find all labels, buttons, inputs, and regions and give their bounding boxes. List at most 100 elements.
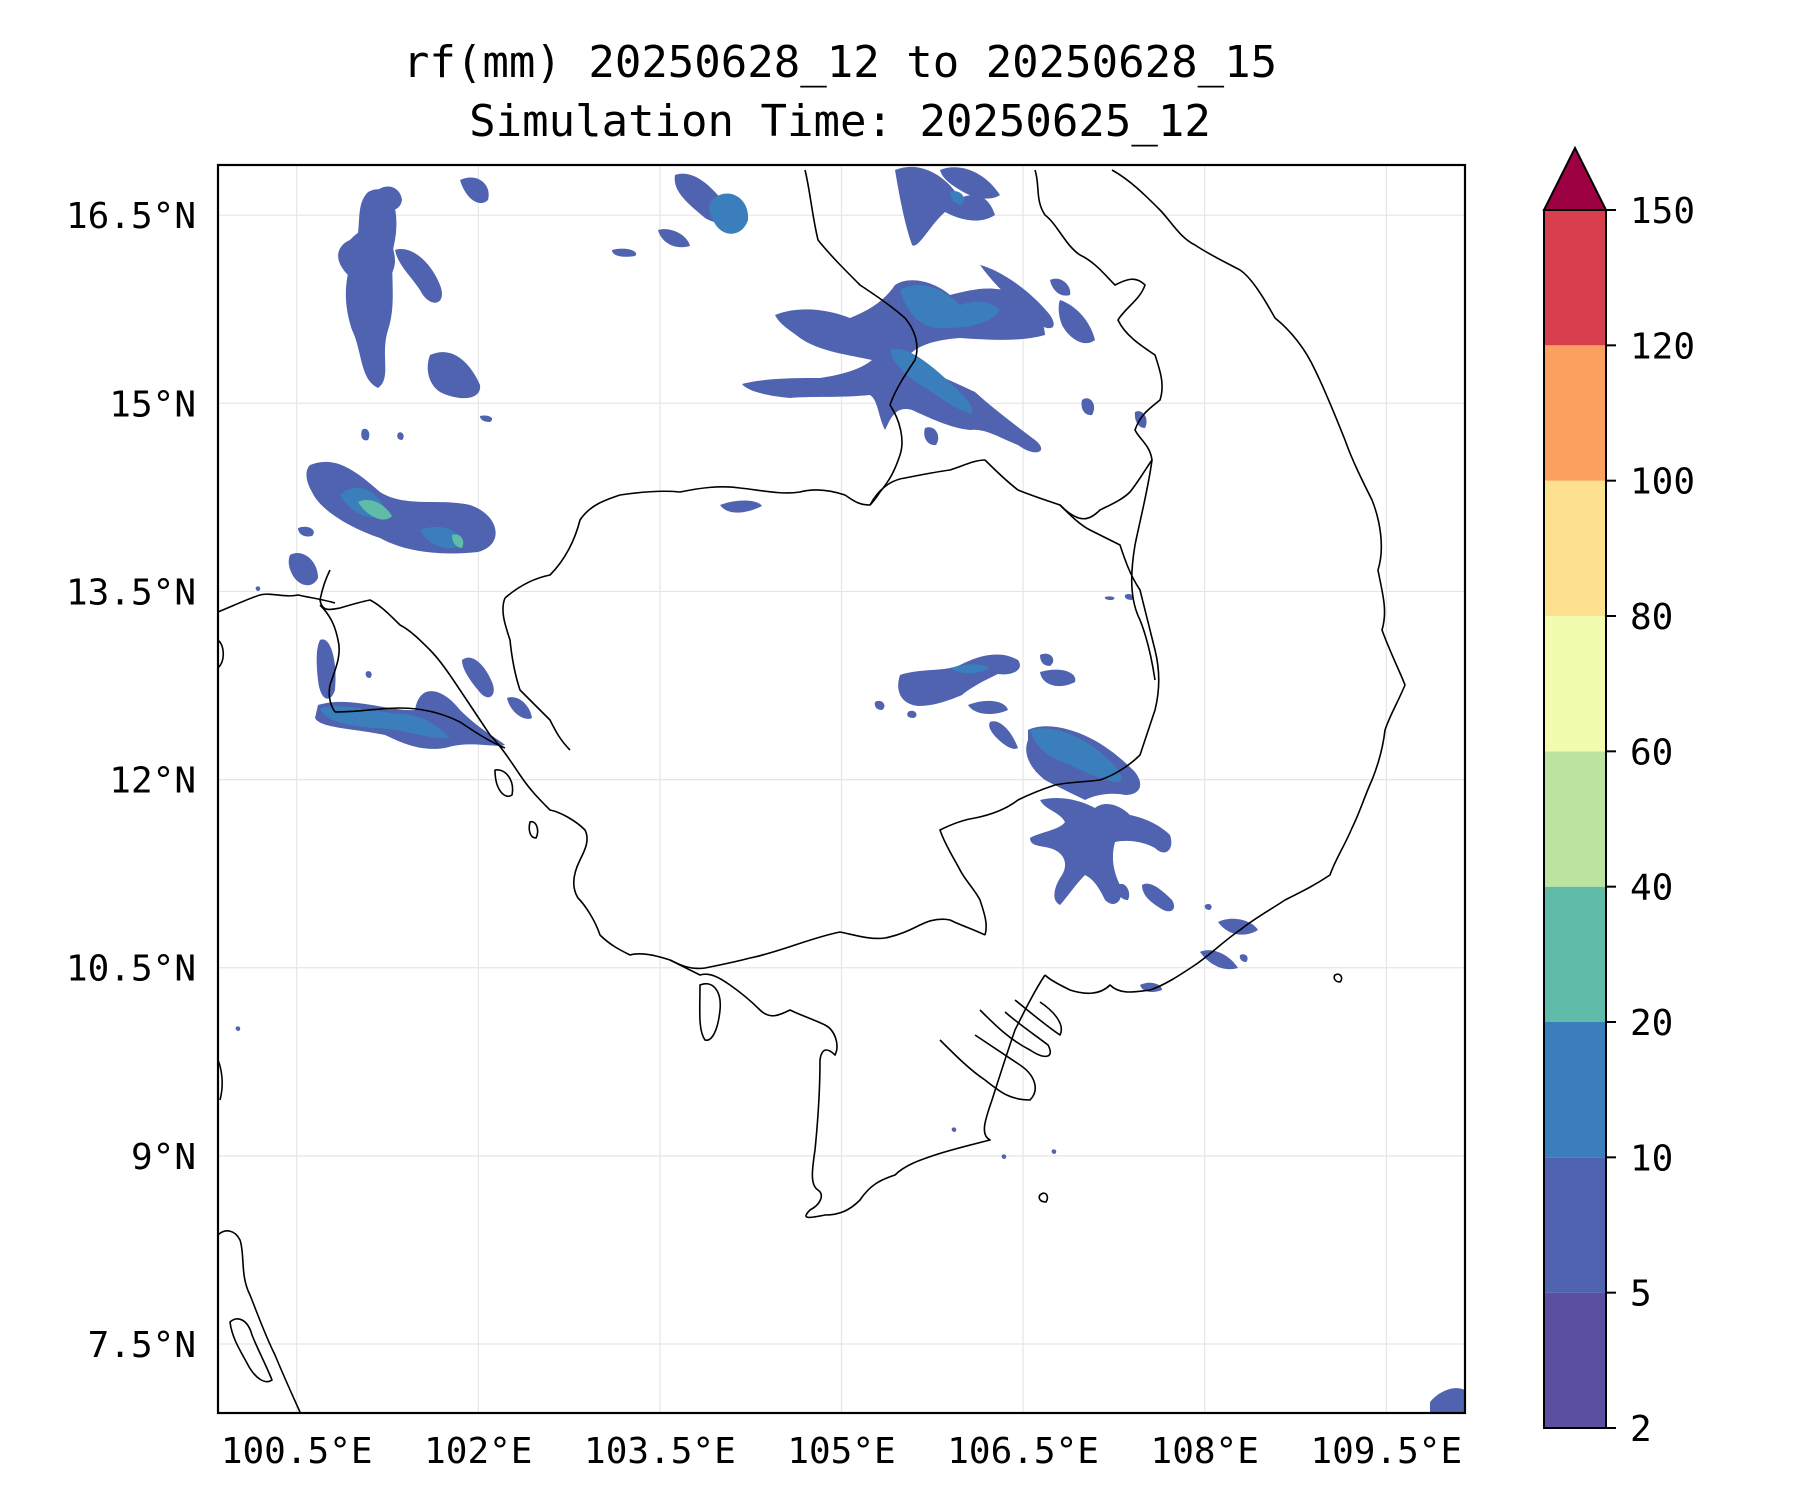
colorbar-segment	[1544, 1022, 1606, 1158]
rain-patch	[420, 526, 462, 549]
rain-patch	[1104, 596, 1115, 600]
longitude-tick-labels: 100.5°E 102°E 103.5°E 105°E 106.5°E 108°E 109.…	[221, 1431, 1462, 1472]
colorbar-segment	[1544, 1292, 1606, 1428]
rain-patch	[1040, 653, 1054, 666]
laos-vietnam-border	[1034, 169, 1163, 520]
cambodia-border-south	[669, 918, 986, 970]
rain-patch	[950, 191, 965, 205]
lon-tick-label: 109.5°E	[1310, 1431, 1462, 1472]
rain-patch	[395, 249, 442, 303]
rain-patch	[358, 499, 392, 520]
colorbar-tick-label: 40	[1630, 868, 1673, 909]
delta-channel	[979, 1009, 1052, 1058]
peninsula-coastline	[218, 1230, 301, 1413]
map-area: 100.5°E 102°E 103.5°E 105°E 106.5°E 108°E 109.…	[66, 163, 1467, 1472]
colorbar-segment	[1544, 751, 1606, 887]
colorbar: 2 5 10 20 40 60 80 100 120 150	[1542, 145, 1695, 1450]
lat-tick-label: 15°N	[109, 384, 196, 425]
rain-patch	[898, 654, 1020, 706]
rain-patch	[460, 177, 489, 204]
rain-patch	[980, 265, 1054, 329]
rain-patch	[427, 352, 481, 399]
cambodia-border-west	[502, 597, 571, 751]
lon-tick-label: 102°E	[424, 1431, 532, 1472]
thai-coastline	[218, 593, 336, 613]
rain-patch	[397, 432, 404, 440]
cambodia-border-east	[939, 459, 1160, 936]
rain-patch	[1204, 903, 1212, 910]
delta-coastline	[669, 959, 1046, 1219]
rain-patch	[924, 427, 939, 446]
rain-patch	[1050, 278, 1071, 296]
latitude-tick-labels: 7.5°N 9°N 10.5°N 12°N 13.5°N 15°N 16.5°N	[66, 196, 196, 1366]
island	[1038, 1192, 1049, 1203]
colorbar-frame	[1543, 209, 1607, 1429]
rain-patch	[709, 193, 749, 234]
island	[698, 983, 722, 1041]
colorbar-segment	[1544, 210, 1606, 346]
rain-patch	[1040, 669, 1076, 687]
rain-patch	[1058, 300, 1095, 344]
rain-patch	[452, 534, 464, 548]
rain-patch	[1140, 982, 1162, 993]
colorbar-segment	[1544, 616, 1606, 752]
title-line-1: rf(mm) 20250628_12 to 20250628_15	[403, 37, 1277, 88]
lat-tick-label: 9°N	[131, 1137, 196, 1178]
gulf-coastline	[319, 569, 331, 601]
gulf-coastline	[319, 599, 671, 961]
thailand-cambodia-border	[334, 707, 506, 749]
colorbar-tick-label: 5	[1630, 1274, 1652, 1315]
rain-patch	[1074, 811, 1087, 825]
mekong-border	[804, 169, 918, 506]
lon-tick-label: 105°E	[787, 1431, 895, 1472]
rain-patch	[361, 428, 370, 441]
rain-patch	[782, 310, 830, 325]
rain-patch	[235, 1026, 241, 1031]
gridlines	[218, 165, 1465, 1413]
lon-tick-label: 108°E	[1151, 1431, 1259, 1472]
rain-patch	[1030, 728, 1122, 782]
island	[1333, 973, 1343, 983]
rain-patch	[1051, 1149, 1057, 1154]
rain-patch	[1117, 883, 1130, 900]
rain-patch	[940, 167, 1000, 199]
colorbar-segment	[1544, 1157, 1606, 1293]
rain-patch	[345, 189, 397, 388]
lat-tick-label: 10.5°N	[66, 949, 196, 990]
rain-patch	[480, 415, 493, 422]
lat-tick-label: 12°N	[109, 761, 196, 802]
delta-channel	[1014, 999, 1062, 1036]
colorbar-tick-label: 80	[1630, 597, 1673, 638]
rain-patch	[874, 700, 885, 710]
colorbar-tick-label: 10	[1630, 1138, 1673, 1179]
rain-patch	[1430, 1388, 1465, 1412]
rain-patch	[1030, 797, 1172, 905]
colorbar-tick-label: 120	[1630, 326, 1695, 367]
cambodia-border-north	[504, 459, 986, 599]
island	[528, 820, 539, 839]
colorbar-segment	[1544, 886, 1606, 1022]
title-line-2: Simulation Time: 20250625_12	[469, 96, 1211, 147]
rain-patch	[1218, 918, 1258, 935]
rain-patch	[950, 664, 990, 674]
rain-patch	[1142, 883, 1175, 912]
rain-patch	[1001, 1154, 1007, 1159]
rain-patch	[507, 697, 532, 719]
island	[229, 1318, 273, 1383]
delta-channel	[939, 1034, 1036, 1101]
rain-patch	[1239, 954, 1248, 962]
rainfall-fields	[235, 166, 1465, 1412]
rain-patch	[288, 552, 318, 586]
colorbar-tick-label: 20	[1630, 1003, 1673, 1044]
lat-tick-label: 16.5°N	[66, 196, 196, 237]
rain-patch	[255, 586, 261, 591]
lon-tick-label: 103.5°E	[584, 1431, 736, 1472]
colorbar-segment	[1544, 480, 1606, 616]
rain-patch	[1081, 398, 1095, 416]
rain-patch	[365, 671, 372, 678]
rain-patch	[900, 285, 1000, 329]
lon-tick-label: 100.5°E	[221, 1431, 373, 1472]
lon-tick-label: 106.5°E	[947, 1431, 1099, 1472]
vietnam-coastline	[1044, 169, 1406, 995]
